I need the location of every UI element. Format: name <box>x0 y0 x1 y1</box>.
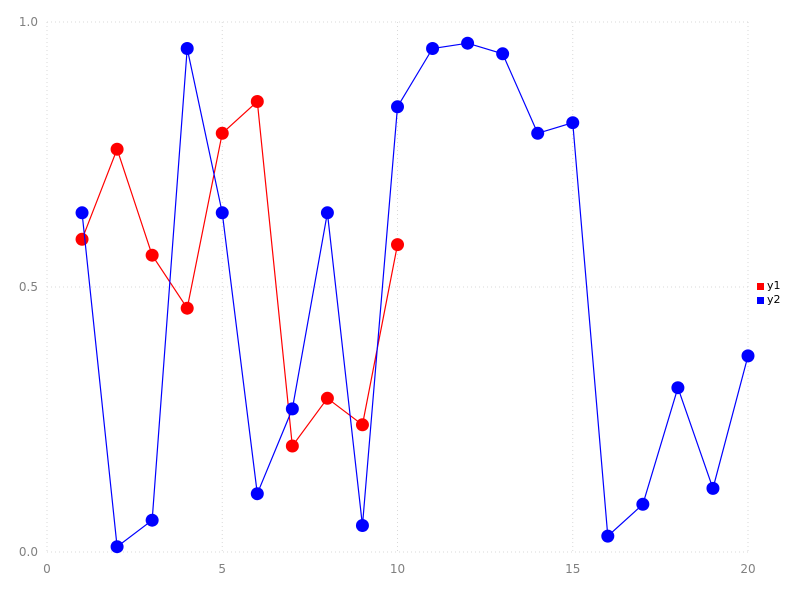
data-point-y1 <box>75 232 89 246</box>
data-point-y1 <box>110 142 124 156</box>
data-point-y2 <box>355 519 369 532</box>
data-point-y2 <box>461 36 475 50</box>
chart-legend: y1 y2 <box>757 280 781 306</box>
data-point-y2 <box>215 206 229 220</box>
y-axis-tick-label: 1.0 <box>19 15 38 29</box>
data-point-y2 <box>706 481 720 495</box>
data-point-y2 <box>285 402 299 416</box>
legend-item-y2: y2 <box>757 294 781 306</box>
data-point-y2 <box>496 47 510 61</box>
data-point-y1 <box>391 238 404 252</box>
data-point-y1 <box>145 248 159 262</box>
legend-swatch-y2-icon <box>757 296 764 304</box>
data-point-y1 <box>180 301 194 315</box>
data-point-y2 <box>566 116 580 130</box>
data-point-y1 <box>320 391 334 405</box>
data-point-y2 <box>671 381 685 395</box>
data-point-y1 <box>285 439 299 453</box>
data-point-y2 <box>250 487 264 501</box>
data-point-y2 <box>426 42 440 55</box>
legend-label-y1: y1 <box>767 279 781 292</box>
x-axis-tick-label: 10 <box>390 562 405 576</box>
data-point-y2 <box>75 206 89 220</box>
data-point-y2 <box>741 349 755 363</box>
y-axis-tick-label: 0.0 <box>19 545 38 559</box>
x-axis-tick-label: 15 <box>565 562 580 576</box>
y-axis-tick-label: 0.5 <box>19 280 38 294</box>
data-point-y2 <box>320 206 334 220</box>
data-point-y2 <box>391 100 404 114</box>
x-axis-tick-label: 5 <box>218 562 226 576</box>
data-point-y2 <box>180 42 194 55</box>
legend-swatch-y1-icon <box>757 282 764 290</box>
data-point-y1 <box>355 418 369 432</box>
x-axis-tick-label: 0 <box>43 562 51 576</box>
data-point-y2 <box>636 497 650 511</box>
x-axis-tick-label: 20 <box>740 562 755 576</box>
series-line-y1 <box>81 100 399 448</box>
data-point-y2 <box>531 126 545 140</box>
series-line-y2 <box>81 42 749 548</box>
legend-item-y1: y1 <box>757 280 781 292</box>
data-point-y2 <box>601 529 615 543</box>
data-point-y1 <box>250 95 264 108</box>
data-point-y1 <box>215 126 229 140</box>
legend-label-y2: y2 <box>767 293 781 306</box>
data-point-y2 <box>110 540 124 554</box>
data-point-y2 <box>145 513 159 527</box>
